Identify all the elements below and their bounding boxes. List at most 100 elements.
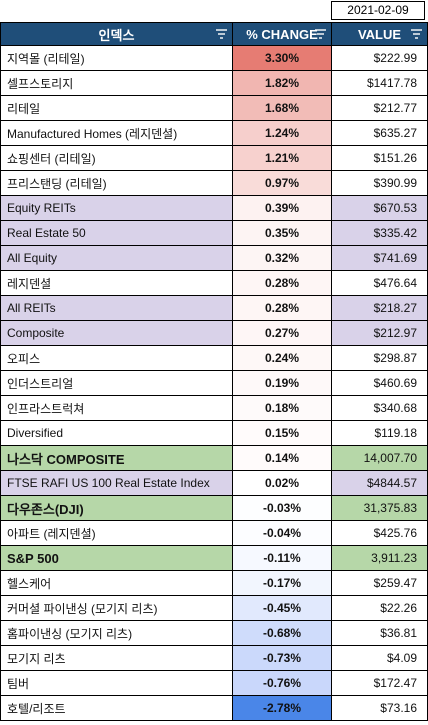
- value-cell[interactable]: $36.81: [331, 620, 428, 646]
- index-name-cell[interactable]: 호텔/리조트: [0, 695, 233, 721]
- value-cell[interactable]: $4844.57: [331, 470, 428, 496]
- filter-icon[interactable]: [411, 28, 422, 40]
- index-name-cell[interactable]: Manufactured Homes (레지덴셜): [0, 120, 233, 146]
- table-body: 지역몰 (리테일) 3.30% $222.99 셀프스토리지 1.82% $1417.78…: [0, 45, 428, 721]
- table-row: Manufactured Homes (레지덴셜) 1.24% $635.27: [0, 120, 428, 146]
- index-name-cell[interactable]: Composite: [0, 320, 233, 346]
- table-row: FTSE RAFI US 100 Real Estate Index 0.02% $…: [0, 470, 428, 496]
- index-name-cell[interactable]: 나스닥 COMPOSITE: [0, 445, 233, 471]
- filter-icon[interactable]: [216, 28, 227, 40]
- value-cell[interactable]: $741.69: [331, 245, 428, 271]
- value-cell[interactable]: 14,007.70: [331, 445, 428, 471]
- index-name-cell[interactable]: 쇼핑센터 (리테일): [0, 145, 233, 171]
- index-name-cell[interactable]: 다우존스(DJI): [0, 495, 233, 521]
- change-cell[interactable]: -2.78%: [232, 695, 332, 721]
- table-row: 아파트 (레지덴셜) -0.04% $425.76: [0, 520, 428, 546]
- table-row: 커머셜 파이낸싱 (모기지 리츠) -0.45% $22.26: [0, 595, 428, 621]
- table-row: 오피스 0.24% $298.87: [0, 345, 428, 371]
- index-name-cell[interactable]: 헬스케어: [0, 570, 233, 596]
- change-cell[interactable]: 0.15%: [232, 420, 332, 446]
- value-cell[interactable]: $119.18: [331, 420, 428, 446]
- change-cell[interactable]: 0.35%: [232, 220, 332, 246]
- value-cell[interactable]: $1417.78: [331, 70, 428, 96]
- index-name-cell[interactable]: 리테일: [0, 95, 233, 121]
- value-cell[interactable]: $635.27: [331, 120, 428, 146]
- index-name-cell[interactable]: 아파트 (레지덴셜): [0, 520, 233, 546]
- value-cell[interactable]: $390.99: [331, 170, 428, 196]
- change-cell[interactable]: -0.11%: [232, 545, 332, 571]
- filter-icon[interactable]: [315, 28, 326, 40]
- change-cell[interactable]: -0.04%: [232, 520, 332, 546]
- value-cell[interactable]: $4.09: [331, 645, 428, 671]
- index-name-cell[interactable]: 홈파이낸싱 (모기지 리츠): [0, 620, 233, 646]
- change-cell[interactable]: 0.24%: [232, 345, 332, 371]
- value-cell[interactable]: $425.76: [331, 520, 428, 546]
- index-name-cell[interactable]: All Equity: [0, 245, 233, 271]
- change-cell[interactable]: -0.17%: [232, 570, 332, 596]
- index-name-cell[interactable]: 오피스: [0, 345, 233, 371]
- index-column-header[interactable]: 인덱스: [0, 22, 233, 46]
- value-column-header[interactable]: VALUE: [331, 22, 428, 46]
- value-cell[interactable]: $259.47: [331, 570, 428, 596]
- change-cell[interactable]: -0.45%: [232, 595, 332, 621]
- index-name-cell[interactable]: 셀프스토리지: [0, 70, 233, 96]
- change-cell[interactable]: 3.30%: [232, 45, 332, 71]
- change-cell[interactable]: 0.18%: [232, 395, 332, 421]
- value-cell[interactable]: $151.26: [331, 145, 428, 171]
- change-cell[interactable]: 0.28%: [232, 270, 332, 296]
- change-column-header[interactable]: % CHANGE: [232, 22, 332, 46]
- value-cell[interactable]: $298.87: [331, 345, 428, 371]
- index-name-cell[interactable]: 인더스트리얼: [0, 370, 233, 396]
- change-cell[interactable]: 1.68%: [232, 95, 332, 121]
- change-cell[interactable]: 0.28%: [232, 295, 332, 321]
- date-cell[interactable]: 2021-02-09: [331, 1, 425, 20]
- change-cell[interactable]: 1.82%: [232, 70, 332, 96]
- change-cell[interactable]: 0.27%: [232, 320, 332, 346]
- index-name-cell[interactable]: 팀버: [0, 670, 233, 696]
- table-row: 쇼핑센터 (리테일) 1.21% $151.26: [0, 145, 428, 171]
- value-cell[interactable]: $670.53: [331, 195, 428, 221]
- index-name-cell[interactable]: 프리스탠딩 (리테일): [0, 170, 233, 196]
- value-cell[interactable]: 31,375.83: [331, 495, 428, 521]
- index-name-cell[interactable]: All REITs: [0, 295, 233, 321]
- change-cell[interactable]: 1.24%: [232, 120, 332, 146]
- change-cell[interactable]: -0.68%: [232, 620, 332, 646]
- value-cell[interactable]: $212.77: [331, 95, 428, 121]
- value-cell[interactable]: $460.69: [331, 370, 428, 396]
- table-row: Real Estate 50 0.35% $335.42: [0, 220, 428, 246]
- value-cell[interactable]: $22.26: [331, 595, 428, 621]
- index-name-cell[interactable]: 지역몰 (리테일): [0, 45, 233, 71]
- change-cell[interactable]: 0.19%: [232, 370, 332, 396]
- change-cell[interactable]: 0.32%: [232, 245, 332, 271]
- value-cell[interactable]: 3,911.23: [331, 545, 428, 571]
- value-cell[interactable]: $172.47: [331, 670, 428, 696]
- change-cell[interactable]: -0.03%: [232, 495, 332, 521]
- index-name-cell[interactable]: 커머셜 파이낸싱 (모기지 리츠): [0, 595, 233, 621]
- value-cell[interactable]: $212.97: [331, 320, 428, 346]
- change-cell[interactable]: 0.97%: [232, 170, 332, 196]
- index-name-cell[interactable]: Equity REITs: [0, 195, 233, 221]
- value-cell[interactable]: $335.42: [331, 220, 428, 246]
- index-name-cell[interactable]: FTSE RAFI US 100 Real Estate Index: [0, 470, 233, 496]
- change-cell[interactable]: 1.21%: [232, 145, 332, 171]
- value-cell[interactable]: $340.68: [331, 395, 428, 421]
- value-cell[interactable]: $218.27: [331, 295, 428, 321]
- value-cell[interactable]: $476.64: [331, 270, 428, 296]
- index-name-cell[interactable]: Diversified: [0, 420, 233, 446]
- change-cell[interactable]: 0.39%: [232, 195, 332, 221]
- table-row: 모기지 리츠 -0.73% $4.09: [0, 645, 428, 671]
- value-cell[interactable]: $73.16: [331, 695, 428, 721]
- value-cell[interactable]: $222.99: [331, 45, 428, 71]
- change-cell[interactable]: 0.14%: [232, 445, 332, 471]
- index-name-cell[interactable]: Real Estate 50: [0, 220, 233, 246]
- index-name-cell[interactable]: 모기지 리츠: [0, 645, 233, 671]
- index-name-cell[interactable]: S&P 500: [0, 545, 233, 571]
- change-cell[interactable]: 0.02%: [232, 470, 332, 496]
- index-name-cell[interactable]: 레지덴셜: [0, 270, 233, 296]
- index-name-cell[interactable]: 인프라스트럭쳐: [0, 395, 233, 421]
- change-header-label: % CHANGE: [246, 26, 318, 42]
- value-header-label: VALUE: [357, 26, 402, 42]
- table-row: 지역몰 (리테일) 3.30% $222.99: [0, 45, 428, 71]
- change-cell[interactable]: -0.73%: [232, 645, 332, 671]
- change-cell[interactable]: -0.76%: [232, 670, 332, 696]
